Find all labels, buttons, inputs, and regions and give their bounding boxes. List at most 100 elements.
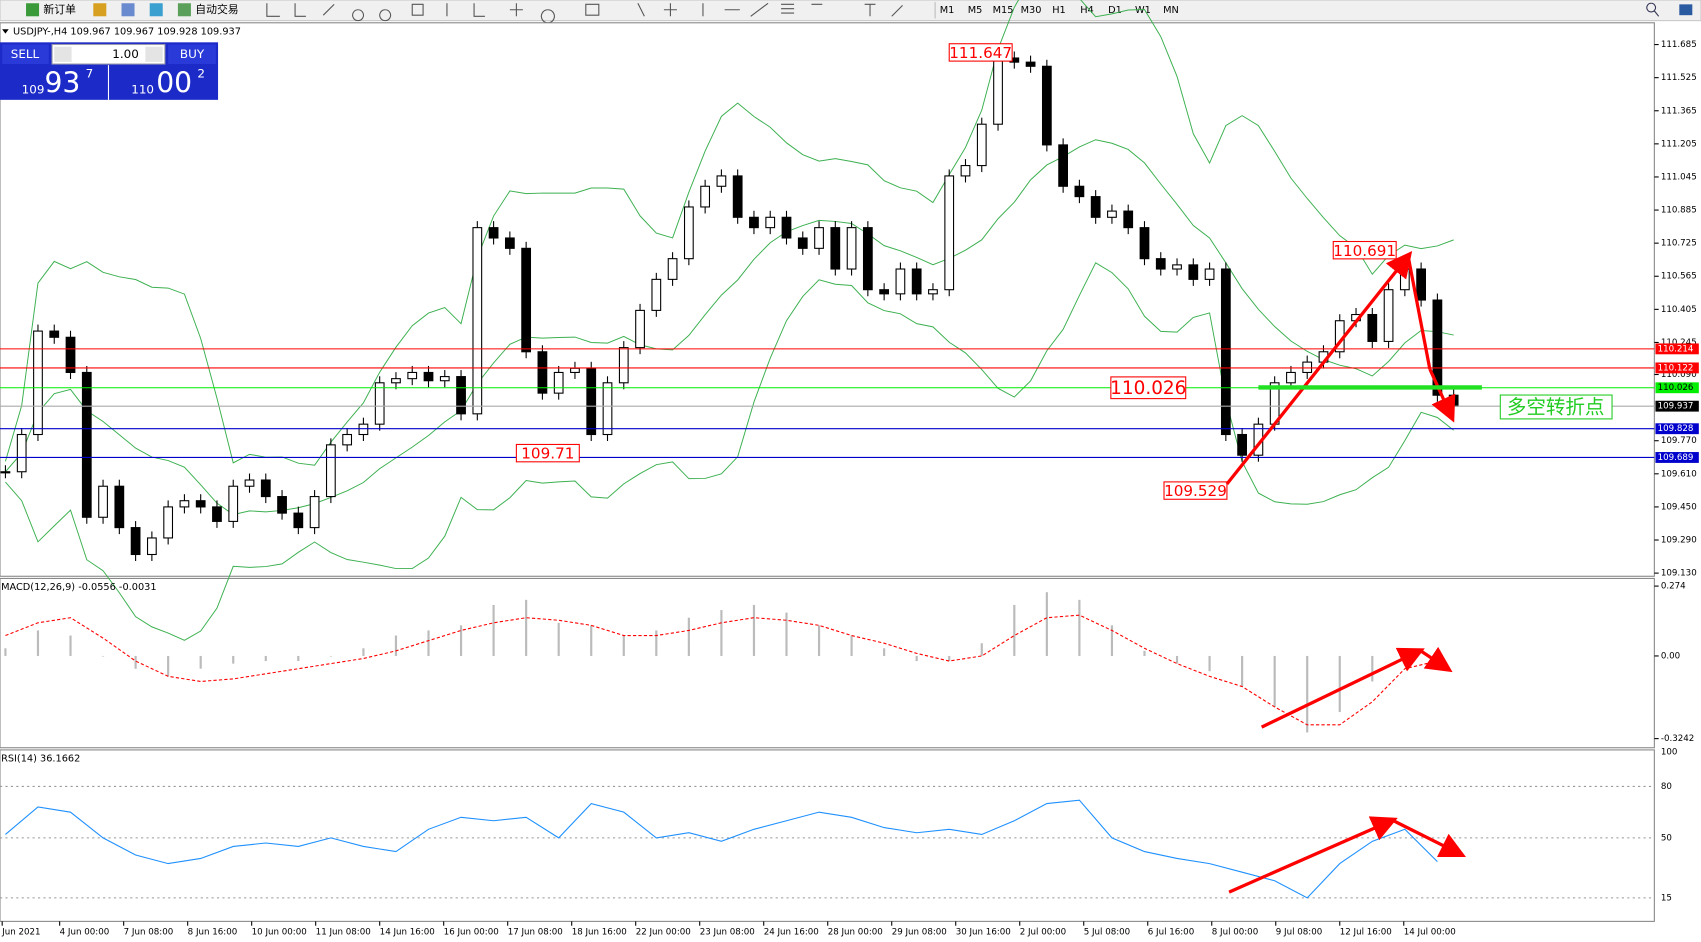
one-click-trading: SELL 1.00 BUY 109 93 7 110 00 2 xyxy=(0,42,219,100)
candle-body xyxy=(33,330,43,436)
price-tick-label: 110.565 xyxy=(1661,272,1697,282)
lot-size[interactable]: 1.00 xyxy=(112,47,139,61)
macd-bar xyxy=(101,655,105,657)
candle-body xyxy=(651,278,662,311)
candle-body xyxy=(49,330,60,338)
candle-body xyxy=(1074,185,1085,198)
macd-tick-label: -0.3242 xyxy=(1661,734,1694,744)
rsi-header: RSI(14) 36.1662 xyxy=(1,754,80,765)
candle-body xyxy=(976,123,987,167)
timeframe-button[interactable]: M15 xyxy=(993,5,1014,16)
bid-pips: 93 xyxy=(44,67,80,100)
candle-body xyxy=(862,227,873,291)
auto-trading-button[interactable]: 自动交易 xyxy=(195,2,238,16)
candle-body xyxy=(1367,313,1378,342)
time-label: 2 Jul 00:00 xyxy=(1020,928,1066,938)
timeframe-button[interactable]: MN xyxy=(1163,5,1179,16)
candle-body xyxy=(1139,227,1150,260)
timeframe-button[interactable]: H4 xyxy=(1080,5,1094,16)
price-tick-label: 109.450 xyxy=(1661,502,1697,512)
rsi-tick-label: 80 xyxy=(1661,782,1672,792)
timeframe-button[interactable]: D1 xyxy=(1108,5,1122,16)
rsi-panel xyxy=(0,749,1655,922)
price-annotation: 109.529 xyxy=(1164,482,1227,500)
main-panel xyxy=(0,22,1655,577)
macd-bar xyxy=(297,655,300,662)
macd-bar xyxy=(1273,655,1276,707)
candle-body xyxy=(537,351,548,394)
macd-bar xyxy=(492,604,495,656)
macd-bar xyxy=(785,612,788,656)
candle-body xyxy=(765,216,776,229)
candle-body xyxy=(504,237,515,249)
candle-body xyxy=(1058,144,1069,187)
macd-bar xyxy=(687,617,690,656)
macd-bar xyxy=(36,630,40,656)
candle-body xyxy=(1155,258,1166,270)
candle-body xyxy=(960,165,971,177)
toolbar-icon[interactable] xyxy=(149,3,163,17)
new-order-icon[interactable] xyxy=(26,3,40,17)
toolbar-icon[interactable] xyxy=(121,3,135,17)
candle-body xyxy=(472,227,483,415)
sell-label[interactable]: SELL xyxy=(11,47,40,61)
bid-big: 109 xyxy=(22,83,45,97)
price-level-tag xyxy=(1655,343,1699,355)
candle-body xyxy=(749,216,759,229)
candle-body xyxy=(846,227,857,270)
note-box xyxy=(1499,394,1613,420)
candle-body xyxy=(944,175,955,291)
toolbar-icon[interactable] xyxy=(93,3,107,17)
price-level-label: 110.026 xyxy=(1658,383,1694,393)
sell-button[interactable] xyxy=(2,44,49,65)
candle-body xyxy=(635,309,645,349)
price-level-tag xyxy=(1655,362,1699,374)
buy-label[interactable]: BUY xyxy=(180,47,205,61)
macd-bar xyxy=(752,604,756,656)
candle-body xyxy=(1188,264,1199,280)
macd-bar xyxy=(427,630,430,656)
timeframe-button[interactable]: H1 xyxy=(1052,5,1066,16)
candle-body xyxy=(309,496,320,529)
candle-body xyxy=(1237,433,1248,456)
auto-trading-icon[interactable] xyxy=(177,3,191,17)
lot-field[interactable] xyxy=(51,43,166,65)
buy-button[interactable] xyxy=(168,44,216,65)
candle-body xyxy=(879,289,890,295)
candle-body xyxy=(618,347,629,384)
price-tick-label: 110.885 xyxy=(1661,206,1697,216)
symbol-header: USDJPY-,H4 109.967 109.967 109.928 109.9… xyxy=(13,26,241,37)
timeframe-button[interactable]: M30 xyxy=(1021,5,1042,16)
candle-body xyxy=(228,485,239,522)
macd-bar xyxy=(525,599,528,656)
timeframe-button[interactable]: W1 xyxy=(1135,5,1151,16)
candle-body xyxy=(1025,61,1036,67)
timeframe-button[interactable]: M5 xyxy=(968,5,983,16)
macd-bar xyxy=(1371,655,1374,682)
macd-bar xyxy=(167,655,170,677)
candle-body xyxy=(1448,394,1459,407)
macd-bar xyxy=(362,648,365,656)
new-order-button[interactable]: 新订单 xyxy=(43,2,76,16)
candle-body xyxy=(993,57,1003,125)
macd-bar xyxy=(264,655,267,662)
price-tick-label: 109.770 xyxy=(1661,436,1697,446)
price-annotation-box xyxy=(1332,240,1397,260)
toolbar-icon[interactable] xyxy=(1679,4,1693,16)
candle-body xyxy=(342,433,353,446)
time-label: 14 Jul 00:00 xyxy=(1404,928,1456,938)
timeframe-button[interactable]: M1 xyxy=(940,5,955,16)
candle-body xyxy=(716,175,727,187)
candle-body xyxy=(1041,65,1052,146)
candle-body xyxy=(1204,268,1215,280)
rsi-tick-label: 15 xyxy=(1661,893,1672,903)
macd-bar xyxy=(883,648,886,656)
macd-bar xyxy=(232,655,235,664)
price-level-label: 110.214 xyxy=(1658,344,1694,354)
time-label: 23 Jun 08:00 xyxy=(700,928,755,938)
time-label: 22 Jun 00:00 xyxy=(636,928,691,938)
price-annotation-box xyxy=(1110,376,1187,400)
price-tick-label: 111.685 xyxy=(1661,40,1697,50)
candle-body xyxy=(1107,210,1117,218)
price-tick-label: 109.290 xyxy=(1661,536,1697,546)
